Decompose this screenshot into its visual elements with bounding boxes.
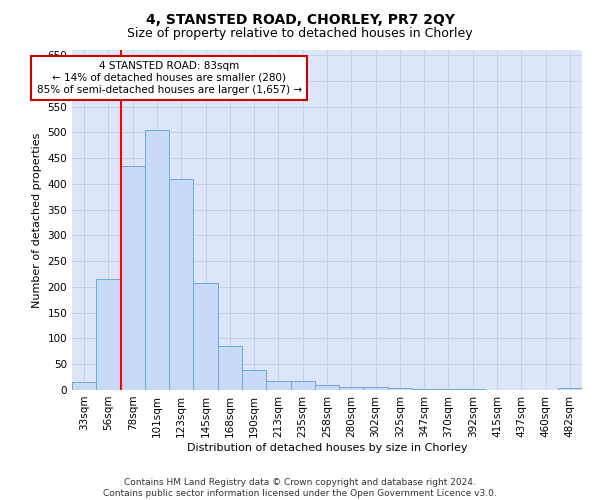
Bar — [412, 389, 436, 390]
Bar — [218, 346, 242, 390]
Text: Size of property relative to detached houses in Chorley: Size of property relative to detached ho… — [127, 28, 473, 40]
Bar — [388, 388, 412, 390]
Bar — [72, 382, 96, 390]
Bar — [266, 380, 290, 390]
Text: 4 STANSTED ROAD: 83sqm
← 14% of detached houses are smaller (280)
85% of semi-de: 4 STANSTED ROAD: 83sqm ← 14% of detached… — [37, 62, 302, 94]
Bar — [242, 370, 266, 390]
Text: 4, STANSTED ROAD, CHORLEY, PR7 2QY: 4, STANSTED ROAD, CHORLEY, PR7 2QY — [146, 12, 455, 26]
Bar — [169, 179, 193, 390]
Bar — [121, 166, 145, 390]
Bar — [339, 388, 364, 390]
Y-axis label: Number of detached properties: Number of detached properties — [32, 132, 42, 308]
Bar — [193, 284, 218, 390]
Bar — [364, 388, 388, 390]
X-axis label: Distribution of detached houses by size in Chorley: Distribution of detached houses by size … — [187, 442, 467, 452]
Bar — [145, 130, 169, 390]
Bar — [96, 279, 121, 390]
Bar — [290, 380, 315, 390]
Text: Contains HM Land Registry data © Crown copyright and database right 2024.
Contai: Contains HM Land Registry data © Crown c… — [103, 478, 497, 498]
Bar — [558, 388, 582, 390]
Bar — [315, 385, 339, 390]
